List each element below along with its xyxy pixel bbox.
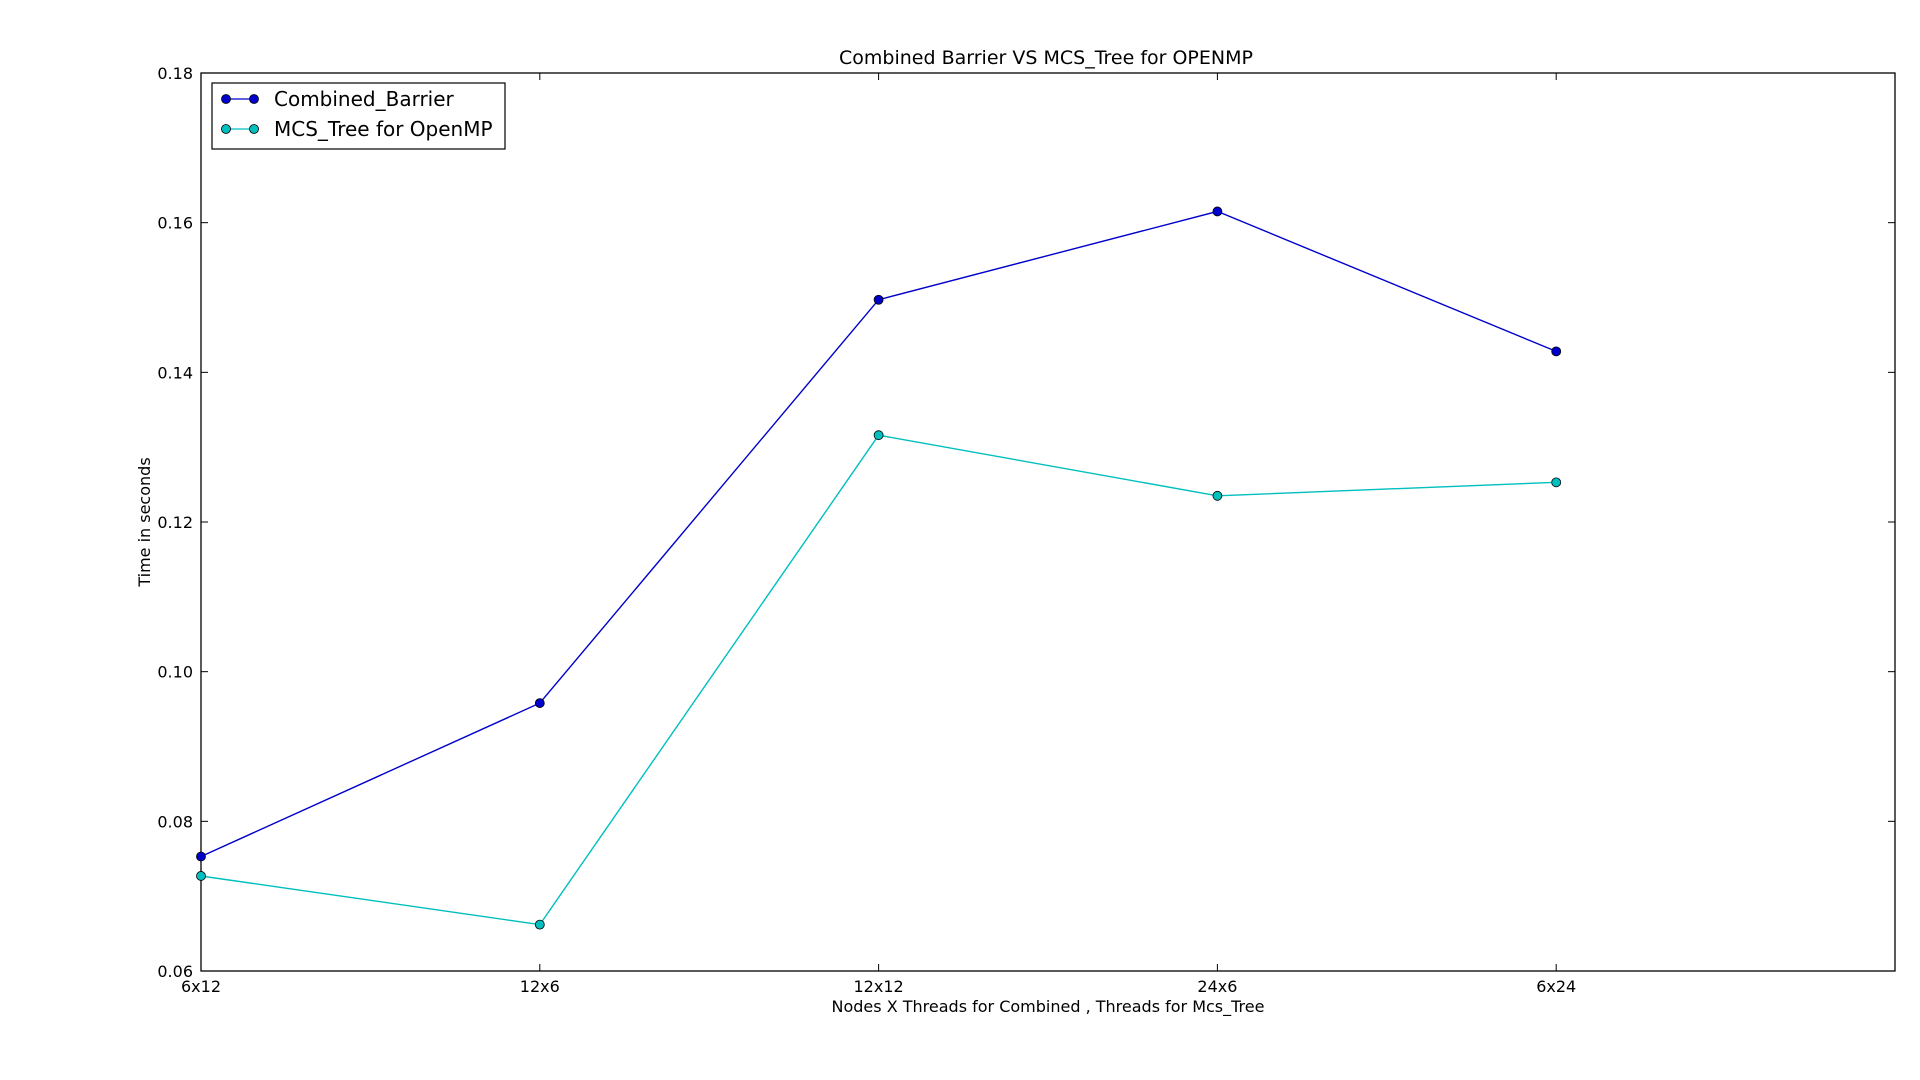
y-axis-label: Time in seconds bbox=[135, 457, 154, 587]
series-layer bbox=[196, 206, 1562, 930]
data-point-0-3 bbox=[1212, 206, 1223, 217]
x-tick-label: 12x12 bbox=[854, 977, 904, 996]
data-point-1-3 bbox=[1212, 490, 1223, 501]
y-tick-label: 0.08 bbox=[157, 812, 193, 831]
data-point-1-0 bbox=[196, 871, 206, 881]
x-tick-label: 6x12 bbox=[181, 977, 221, 996]
legend-label-combined-barrier: Combined_Barrier bbox=[274, 87, 455, 111]
legend-marker-combined-barrier bbox=[221, 94, 231, 104]
legend: Combined_Barrier MCS_Tree for OpenMP bbox=[211, 82, 506, 150]
y-tick-label: 0.12 bbox=[157, 513, 193, 532]
y-tick-label: 0.18 bbox=[157, 64, 193, 83]
x-axis-label: Nodes X Threads for Combined , Threads f… bbox=[832, 997, 1265, 1017]
data-point-0-0 bbox=[196, 851, 206, 862]
data-point-0-1 bbox=[534, 698, 545, 708]
series-line-0 bbox=[200, 210, 1557, 858]
x-tick-label: 24x6 bbox=[1197, 977, 1237, 996]
legend-marker-combined-barrier bbox=[249, 94, 259, 104]
y-tick-label: 0.10 bbox=[157, 663, 193, 682]
x-axis-ticks: 6x12 12x6 12x12 24x6 6x24 bbox=[181, 73, 1576, 996]
y-tick-label: 0.14 bbox=[157, 363, 193, 382]
data-point-0-4 bbox=[1551, 346, 1562, 357]
legend-marker-mcs-tree bbox=[221, 124, 231, 134]
x-tick-label: 6x24 bbox=[1536, 977, 1576, 996]
y-axis-ticks: 0.06 0.08 0.10 0.12 0.14 0.16 0.18 bbox=[157, 64, 1895, 981]
series-line-1 bbox=[200, 434, 1557, 926]
chart-title: Combined Barrier VS MCS_Tree for OPENMP bbox=[839, 47, 1253, 69]
legend-marker-mcs-tree bbox=[249, 124, 259, 134]
y-tick-label: 0.16 bbox=[157, 214, 193, 233]
data-point-1-4 bbox=[1551, 477, 1562, 488]
data-point-1-1 bbox=[534, 919, 545, 930]
legend-label-mcs-tree: MCS_Tree for OpenMP bbox=[274, 117, 493, 141]
x-tick-label: 12x6 bbox=[520, 977, 560, 996]
plot-frame bbox=[200, 72, 1896, 972]
plot-area: 0.06 0.08 0.10 0.12 0.14 0.16 0.18 6x12 12x6 12x… bbox=[157, 64, 1896, 996]
data-point-0-2 bbox=[873, 294, 884, 305]
legend-box bbox=[211, 82, 506, 150]
data-point-1-2 bbox=[873, 430, 884, 441]
y-tick-label: 0.06 bbox=[157, 962, 193, 981]
